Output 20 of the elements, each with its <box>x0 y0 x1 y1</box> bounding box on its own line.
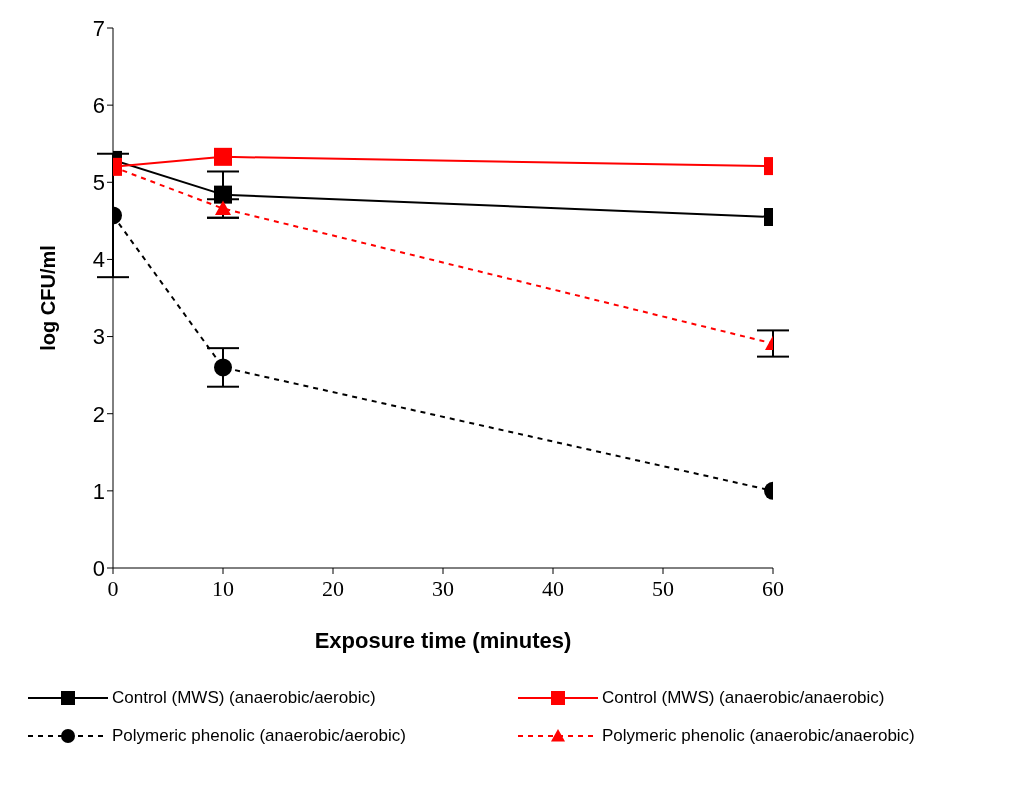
x-tick-label: 50 <box>652 575 674 601</box>
y-tick-label: 6 <box>92 92 105 118</box>
legend-label: Polymeric phenolic (anaerobic/anaerobic) <box>602 726 915 746</box>
x-tick-label: 10 <box>212 575 234 601</box>
legend-label: Control (MWS) (anaerobic/anaerobic) <box>602 688 885 708</box>
x-tick-label: 40 <box>542 575 564 601</box>
y-axis-title: log CFU/ml <box>37 245 60 351</box>
x-tick-label: 20 <box>322 575 344 601</box>
legend-label: Polymeric phenolic (anaerobic/aerobic) <box>112 726 406 746</box>
x-axis-title: Exposure time (minutes) <box>314 628 572 653</box>
y-tick-label: 1 <box>92 478 105 504</box>
y-tick-label: 5 <box>92 170 105 196</box>
x-tick-label: 60 <box>762 575 784 601</box>
y-tick-label: 7 <box>92 15 105 41</box>
y-tick-label: 4 <box>92 247 105 273</box>
y-tick-label: 0 <box>92 555 105 581</box>
y-tick-label: 2 <box>92 401 105 427</box>
x-tick-label: 30 <box>432 575 454 601</box>
y-tick-label: 3 <box>92 324 105 350</box>
legend-label: Control (MWS) (anaerobic/aerobic) <box>112 688 376 708</box>
